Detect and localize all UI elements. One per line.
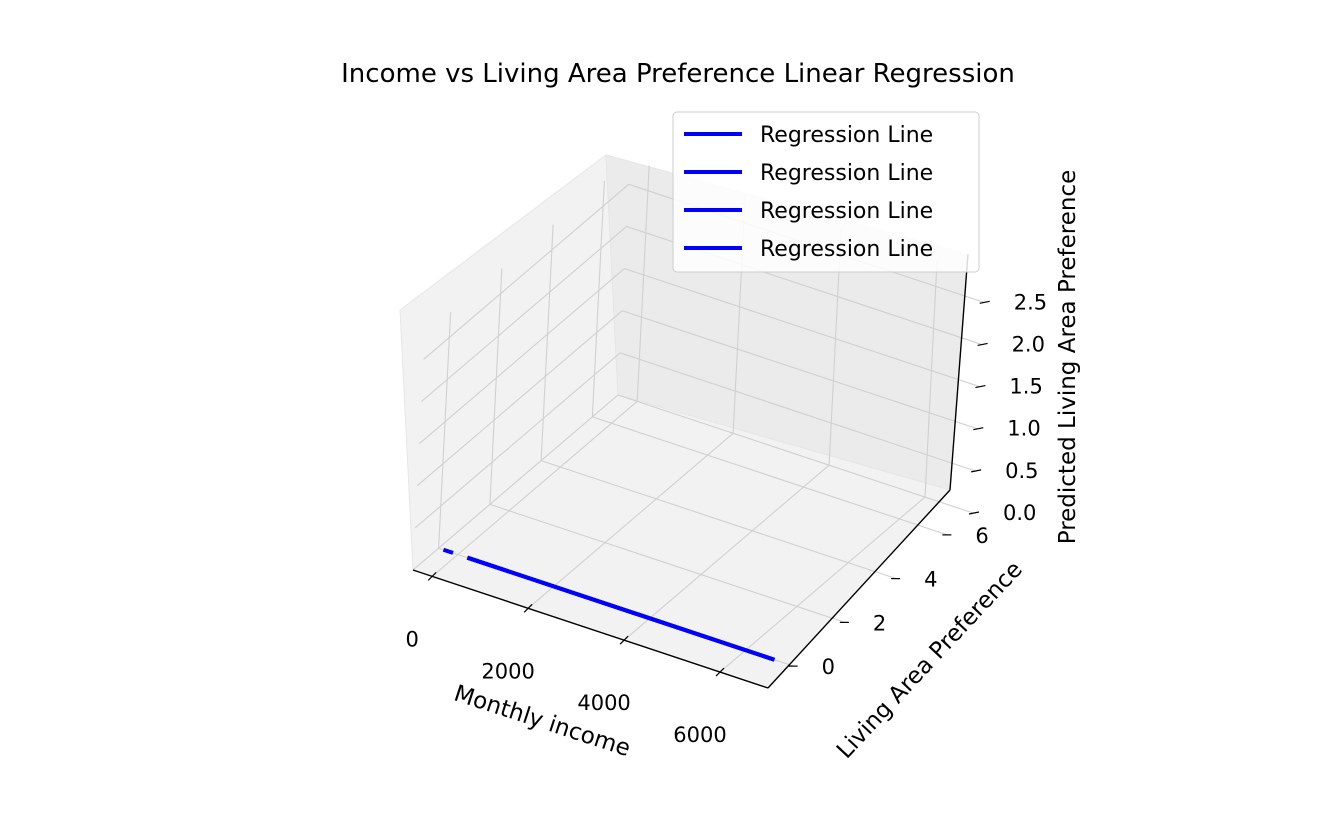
gridline-z-side: [416, 310, 623, 487]
gridline-x-floor: [719, 496, 926, 673]
gridline-z-back: [624, 268, 980, 388]
legend-label-4: Regression Line: [760, 237, 933, 262]
z-tick-label: 0.0: [1003, 501, 1036, 525]
z-tick-label: 1.0: [1007, 417, 1040, 441]
x-tick-mark: [715, 667, 725, 677]
y-tick-label: 4: [924, 568, 937, 592]
series-layer: [442, 547, 776, 662]
legend-label-1: Regression Line: [760, 123, 933, 148]
legend-label-2: Regression Line: [760, 161, 933, 186]
gridline-z-side: [423, 183, 630, 360]
x-tick-label: 2000: [481, 659, 534, 683]
y-tick-label: 2: [873, 611, 886, 635]
z-tick-label: 2.0: [1012, 332, 1045, 356]
gridline-z-side: [419, 268, 625, 444]
gridline-y-floor: [540, 460, 897, 580]
gridline-y-side: [540, 224, 554, 461]
ticks: 0 2000 4000 6000 0 2 4 6 0.0 0.5 1.0 1.5 2.0 2.5: [406, 290, 1048, 747]
gridline-z-side: [421, 226, 627, 402]
gridline-x-floor: [431, 400, 638, 577]
gridline-z-back: [619, 352, 976, 472]
gridline-z-side: [412, 394, 619, 571]
x-tick-mark: [619, 635, 629, 645]
x-tick-label: 0: [406, 627, 419, 651]
series-line-1: [442, 547, 454, 555]
x-tick-label: 6000: [673, 723, 726, 747]
gridline-x-floor: [623, 464, 830, 641]
z-tick-mark: [971, 469, 982, 473]
y-axis-line: [767, 489, 951, 689]
gridline-y-side: [591, 180, 605, 417]
gridline-x-floor: [527, 432, 734, 609]
gridline-z-back: [617, 394, 974, 514]
legend-box: [672, 111, 980, 273]
gridlines: [412, 165, 984, 673]
z-tick-mark: [979, 300, 990, 304]
legend: Regression Line Regression Line Regression…: [672, 111, 980, 273]
gridline-x-back: [636, 165, 650, 402]
chart-title: Income vs Living Area Preference Linear …: [341, 59, 1015, 89]
z-axis-line: [949, 253, 969, 491]
z-tick-mark: [975, 384, 986, 389]
x-tick-mark: [523, 603, 533, 613]
gridline-y-floor: [489, 503, 846, 623]
z-tick-label: 2.5: [1014, 290, 1047, 314]
z-tick-mark: [973, 427, 984, 431]
legend-label-3: Regression Line: [760, 199, 933, 224]
x-axis-line: [412, 569, 769, 689]
gridline-y-side: [489, 268, 503, 505]
y-tick-label: 6: [975, 524, 988, 548]
z-axis-label: Predicted Living Area Preference: [1055, 170, 1081, 545]
gridline-z-side: [414, 352, 621, 529]
gridline-y-side: [438, 312, 452, 549]
z-tick-mark: [968, 511, 980, 515]
x-tick-label: 4000: [577, 691, 630, 715]
gridline-x-back: [924, 261, 938, 498]
gridline-z-back: [622, 310, 978, 430]
y-tick-label: 0: [822, 655, 835, 679]
series-line-4: [466, 555, 776, 662]
gridline-y-floor: [592, 416, 948, 536]
x-tick-mark: [427, 571, 437, 581]
z-tick-label: 0.5: [1005, 459, 1038, 483]
z-tick-mark: [977, 342, 988, 347]
z-tick-label: 1.5: [1009, 375, 1042, 399]
